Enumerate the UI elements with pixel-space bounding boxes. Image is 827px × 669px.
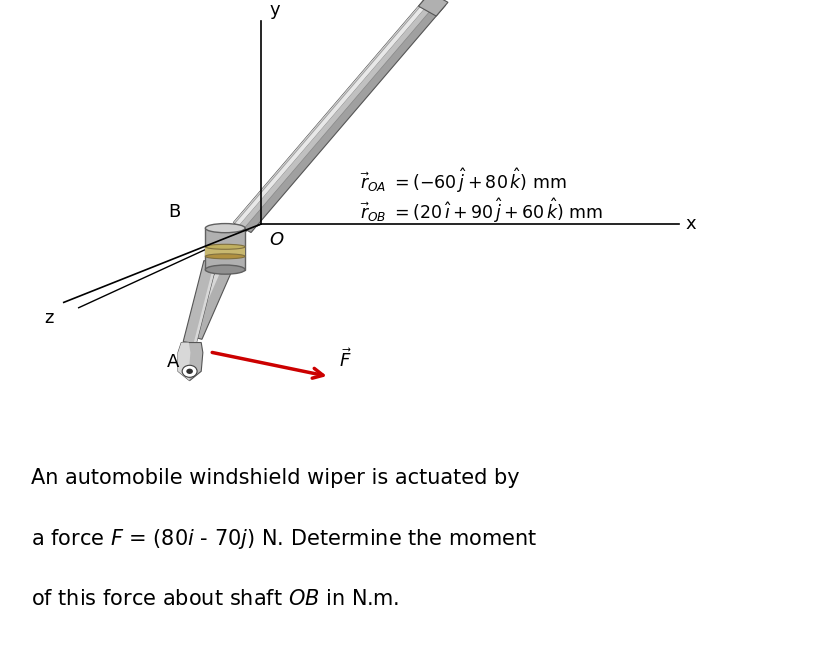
Circle shape	[182, 365, 197, 377]
Polygon shape	[194, 262, 217, 344]
Text: B: B	[168, 203, 180, 221]
Text: of this force about shaft $OB$ in N.m.: of this force about shaft $OB$ in N.m.	[31, 589, 399, 609]
Text: $\vec{F}$: $\vec{F}$	[339, 349, 351, 371]
Text: y: y	[269, 1, 280, 19]
Text: z: z	[45, 309, 54, 327]
Polygon shape	[205, 247, 245, 256]
Ellipse shape	[205, 244, 245, 250]
Polygon shape	[183, 261, 217, 344]
Ellipse shape	[205, 254, 245, 259]
Polygon shape	[233, 0, 428, 223]
Circle shape	[186, 369, 193, 374]
Ellipse shape	[205, 265, 245, 274]
Ellipse shape	[205, 223, 245, 233]
Text: $\vec{r}_{OB}$ $= (20\,\hat{\imath} + 90\,\hat{j} + 60\,\hat{k})$ mm: $\vec{r}_{OB}$ $= (20\,\hat{\imath} + 90…	[360, 197, 603, 225]
Text: O: O	[269, 231, 283, 249]
Polygon shape	[238, 0, 438, 229]
Polygon shape	[233, 0, 445, 233]
Polygon shape	[178, 343, 203, 381]
Text: An automobile windshield wiper is actuated by: An automobile windshield wiper is actuat…	[31, 468, 519, 488]
Text: A: A	[167, 353, 179, 371]
Polygon shape	[205, 228, 245, 270]
Text: $\vec{r}_{OA}$ $= (-60\,\hat{j} + 80\,\hat{k})$ mm: $\vec{r}_{OA}$ $= (-60\,\hat{j} + 80\,\h…	[360, 167, 566, 195]
Polygon shape	[235, 0, 433, 225]
Polygon shape	[188, 260, 235, 339]
Polygon shape	[188, 260, 225, 337]
Text: a force $F$ = (80$i$ - 70$j$) N. Determine the moment: a force $F$ = (80$i$ - 70$j$) N. Determi…	[31, 527, 538, 551]
Polygon shape	[418, 0, 447, 16]
Polygon shape	[178, 343, 190, 381]
Text: x: x	[685, 215, 696, 233]
